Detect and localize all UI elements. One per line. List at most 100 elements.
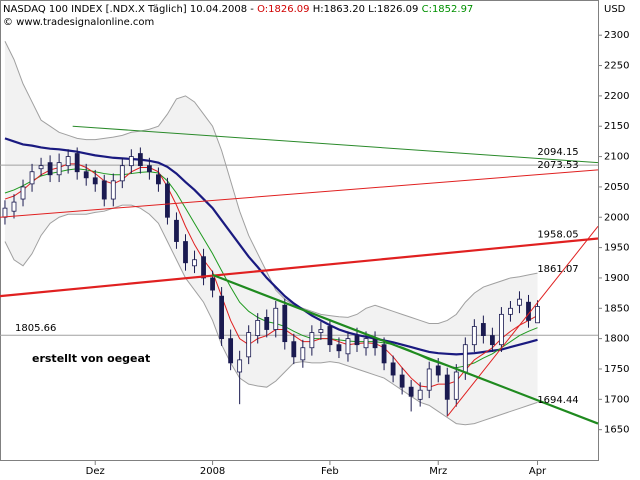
candle-body [210,277,215,291]
candle-body [345,338,351,355]
candle-body [92,177,98,185]
candle-body [480,323,486,336]
candle-body [47,162,53,176]
trend-line-label: 1958.05 [537,229,578,240]
candle-body [228,338,234,364]
x-tick-label: Feb [321,466,339,477]
candle-body [201,256,206,279]
source: © www.tradesignalonline.com [3,17,154,28]
y-tick-label: 1900 [604,273,629,284]
candle-body [56,162,62,176]
candle-body [74,153,80,173]
candle-body [462,344,468,373]
trend-line [0,237,599,298]
y-tick-label: 1850 [604,303,629,314]
band-area [4,41,538,425]
candle-body [273,307,279,330]
y-tick-label: 1650 [604,425,629,436]
trend-line [72,125,599,164]
horizontal-line-label: 1805.66 [15,323,56,334]
trend-line-label: 2094.15 [537,147,578,158]
y-tick-label: 2150 [604,121,629,132]
candle-body [174,219,179,242]
candle-body [499,313,504,346]
candle-body [399,374,405,388]
candle-body [83,171,89,179]
candle-body [156,174,161,185]
y-tick-label: 1800 [604,334,629,345]
candle-body [2,207,8,218]
y-tick-label: 2250 [604,61,629,72]
trend-line-label: 1694.44 [537,395,578,406]
candle-body [219,295,224,340]
annotation: erstellt von oegeat [32,352,150,365]
trend-line-label: 1861.07 [537,264,578,275]
candle-body [363,338,369,349]
candle-body [435,365,441,376]
candle-body [264,316,270,330]
candle-body [165,183,170,218]
candle-body [354,335,360,346]
candle-body [246,332,252,358]
candle-body [11,201,17,212]
candle-body [471,326,477,346]
candle-body [535,306,540,324]
candle-body [291,341,297,358]
y-tick-label: 1950 [604,243,629,254]
x-tick-label: 2008 [200,466,225,477]
candle-body [29,171,35,185]
candle-body [508,307,513,315]
candle-body [453,371,459,400]
x-tick-label: Apr [529,466,547,477]
candle-body [336,344,342,352]
y-tick-label: 2000 [604,212,629,223]
candle-body [110,180,116,200]
candle-body [309,332,315,349]
header-title: NASDAQ 100 INDEX [.NDX.X Täglich] 10.04.… [3,4,257,15]
plot-frame [0,0,599,461]
trend-line [0,169,599,218]
candle-body [183,241,188,264]
candle-body [417,389,423,400]
trend-line [212,273,599,425]
x-tick-label: Mrz [429,466,447,477]
candle-body [119,165,125,182]
y-tick-label: 2050 [604,182,629,193]
y-tick-label: 1750 [604,364,629,375]
candle-body [489,335,495,346]
candle-body [282,304,288,343]
candle-body [128,156,134,167]
moving-average [4,137,538,356]
candle-body [20,186,26,200]
candle-body [381,344,387,364]
candle-body [65,156,71,167]
trend-line [446,226,599,417]
candle-body [526,301,531,321]
plot-layer: 1650 1700 1750 1800 1850 1900 1950 2000 2050 2100… [0,30,629,477]
trend-line-label: 2073.53 [537,160,578,171]
candle-body [101,180,107,200]
candle-body [38,165,44,170]
y-tick-label: 1700 [604,394,629,405]
candle-body [444,374,450,400]
y-tick-label: 2300 [604,30,629,41]
candle-body [408,386,414,397]
header: NASDAQ 100 INDEX [.NDX.X Täglich] 10.04.… [3,4,473,15]
currency: USD [604,4,626,15]
y-tick-label: 2200 [604,91,629,102]
header-high-low: H:1863.20 L:1826.09 [310,4,422,15]
candle-body [137,153,143,167]
x-tick-label: Dez [86,466,105,477]
candle-body [327,326,333,346]
candle-body [426,368,432,391]
candle-body [192,259,197,267]
header-close: C:1852.97 [422,4,474,15]
candle-body [318,329,324,333]
header-open: O:1826.09 [257,4,309,15]
candle-body [390,362,396,376]
y-tick-label: 2100 [604,152,629,163]
candle-body [146,165,152,173]
band-lower [4,204,538,426]
candle-body [300,347,306,361]
